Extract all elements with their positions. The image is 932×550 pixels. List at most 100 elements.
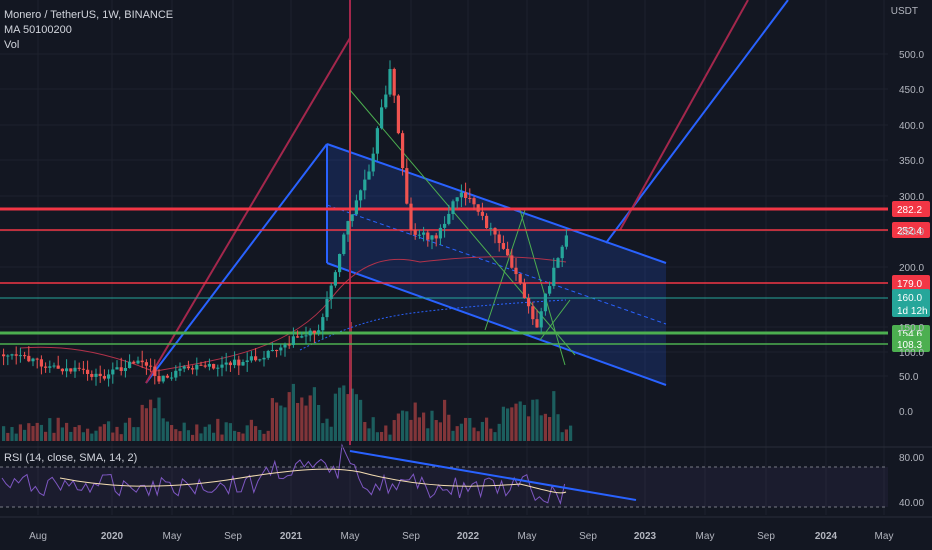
x-axis-label: Sep: [402, 531, 420, 542]
candle-body: [262, 357, 266, 360]
volume-bar: [291, 383, 295, 441]
volume-bar: [497, 423, 501, 441]
candle-body: [178, 368, 182, 371]
volume-bar: [48, 418, 52, 441]
volume-bar: [254, 426, 258, 441]
candle-body: [2, 354, 6, 357]
volume-bar: [270, 398, 274, 441]
candle-body: [506, 248, 510, 256]
candle-body: [157, 376, 161, 382]
candle-body: [10, 354, 14, 356]
volume-bar: [304, 405, 308, 441]
candle-body: [115, 367, 119, 370]
candle-body: [212, 363, 216, 369]
volume-bar: [564, 429, 568, 441]
volume-bar: [207, 424, 211, 441]
volume-bar: [27, 423, 31, 441]
candle-body: [396, 95, 400, 134]
volume-bar: [161, 418, 165, 441]
volume-bar: [535, 399, 539, 441]
candle-body: [535, 319, 539, 328]
volume-bar: [44, 431, 48, 441]
candle-body: [388, 69, 392, 95]
y-axis-label: 500.0: [899, 50, 924, 61]
volume-bar: [312, 387, 316, 441]
volume-bar: [203, 426, 207, 441]
volume-bar: [489, 428, 493, 441]
y-axis-label: 200.0: [899, 263, 924, 274]
candle-body: [296, 336, 300, 338]
volume-bar: [296, 402, 300, 441]
ma-indicator-label[interactable]: MA 50100200: [4, 24, 72, 36]
volume-bar: [459, 423, 463, 441]
volume-bar: [556, 414, 560, 441]
volume-bar: [60, 427, 64, 441]
price-level-label: 282.2: [897, 205, 922, 216]
x-axis-label: May: [696, 531, 715, 542]
x-axis-label: Sep: [757, 531, 775, 542]
volume-bar: [170, 425, 174, 441]
candle-body: [275, 350, 279, 352]
volume-bar: [543, 413, 547, 441]
price-level-tag: [892, 336, 930, 352]
candle-body: [493, 227, 497, 235]
volume-bar: [6, 432, 10, 441]
volume-bar: [191, 434, 195, 441]
volume-bar: [539, 415, 543, 441]
rsi-indicator-label[interactable]: RSI (14, close, SMA, 14, 2): [4, 452, 138, 464]
candle-body: [111, 369, 115, 375]
volume-bar: [485, 417, 489, 441]
candle-body: [300, 336, 304, 338]
candle-body: [81, 368, 85, 370]
candle-body: [338, 254, 342, 273]
volume-bar: [279, 405, 283, 441]
candle-body: [102, 376, 106, 379]
volume-bar: [115, 426, 119, 441]
price-level-label: 108.3: [897, 340, 922, 351]
volume-bar: [531, 399, 535, 441]
x-axis-label: Aug: [29, 531, 47, 542]
candle-body: [304, 335, 308, 337]
candle-body: [564, 235, 568, 247]
volume-bar: [338, 387, 342, 441]
rsi-trendline: [349, 450, 637, 501]
candle-body: [144, 362, 148, 366]
candle-body: [241, 361, 245, 366]
candle-body: [333, 272, 337, 286]
rsi-axis-label: 40.00: [899, 498, 924, 509]
candle-body: [86, 369, 90, 375]
candle-body: [459, 192, 463, 198]
volume-bar: [52, 432, 56, 441]
candle-body: [266, 350, 270, 358]
candle-body: [346, 221, 350, 235]
candle-body: [52, 365, 56, 367]
volume-bar: [455, 426, 459, 441]
volume-bar: [174, 429, 178, 441]
volume-indicator-label[interactable]: Vol: [4, 39, 20, 51]
volume-bar: [514, 403, 518, 441]
candle-body: [170, 377, 174, 379]
candle-body: [65, 368, 69, 372]
candle-body: [216, 367, 220, 369]
volume-bar: [548, 417, 552, 441]
rsi-ma-line: [59, 468, 567, 494]
candle-body: [325, 299, 329, 318]
candle-body: [14, 354, 18, 356]
volume-bar: [241, 433, 245, 441]
y-axis-label: 350.0: [899, 156, 924, 167]
candle-body: [77, 367, 81, 369]
candle-body: [522, 283, 526, 298]
volume-bar: [506, 408, 510, 441]
symbol-title[interactable]: Monero / TetherUS, 1W, BINANCE: [4, 9, 174, 21]
volume-bar: [123, 422, 127, 441]
volume-bar: [10, 427, 14, 441]
candle-body: [186, 366, 190, 369]
candle-body: [464, 192, 468, 198]
candle-body: [270, 350, 274, 352]
volume-bar: [86, 428, 90, 441]
volume-bar: [325, 418, 329, 441]
volume-bar: [262, 433, 266, 441]
candle-body: [27, 355, 31, 362]
x-axis-label: 2024: [815, 531, 838, 542]
